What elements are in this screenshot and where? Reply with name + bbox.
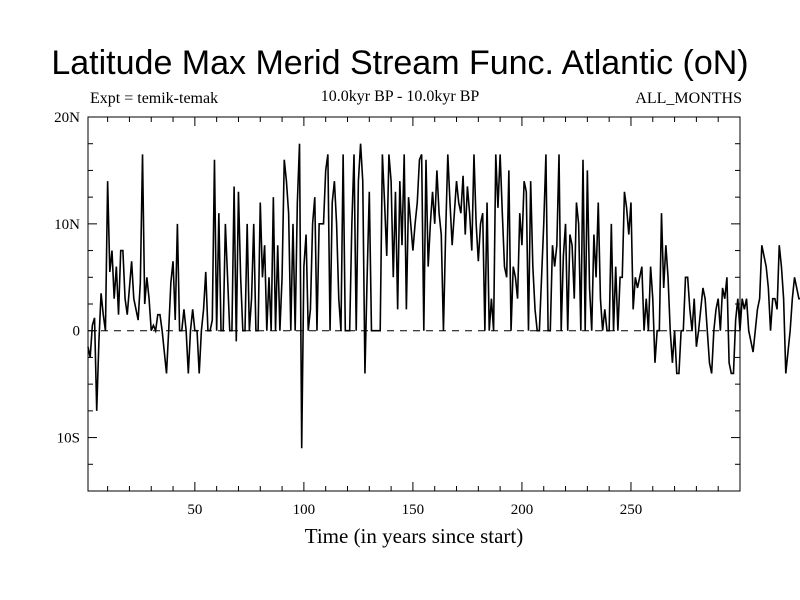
experiment-label: Expt = temik-temak xyxy=(90,90,219,107)
x-tick-label: 200 xyxy=(511,502,534,518)
x-tick-label: 100 xyxy=(293,502,316,518)
y-tick-label: 10N xyxy=(54,217,80,233)
x-axis-label: Time (in years since start) xyxy=(304,524,524,548)
time-range-label: 10.0kyr BP - 10.0kyr BP xyxy=(320,88,480,105)
x-tick-label: 150 xyxy=(402,502,425,518)
axis-ticks: 50 100 150 200 250 20N 10N 0 10S xyxy=(54,110,740,518)
chart-title: Latitude Max Merid Stream Func. Atlantic… xyxy=(51,44,749,82)
y-tick-label: 20N xyxy=(54,110,80,126)
months-label: ALL_MONTHS xyxy=(635,90,742,107)
x-tick-label: 50 xyxy=(187,502,202,518)
series-line xyxy=(87,143,800,449)
y-tick-label: 10S xyxy=(57,431,80,447)
x-tick-label: 250 xyxy=(620,502,643,518)
plot-frame xyxy=(87,116,741,492)
y-tick-label: 0 xyxy=(73,324,81,340)
